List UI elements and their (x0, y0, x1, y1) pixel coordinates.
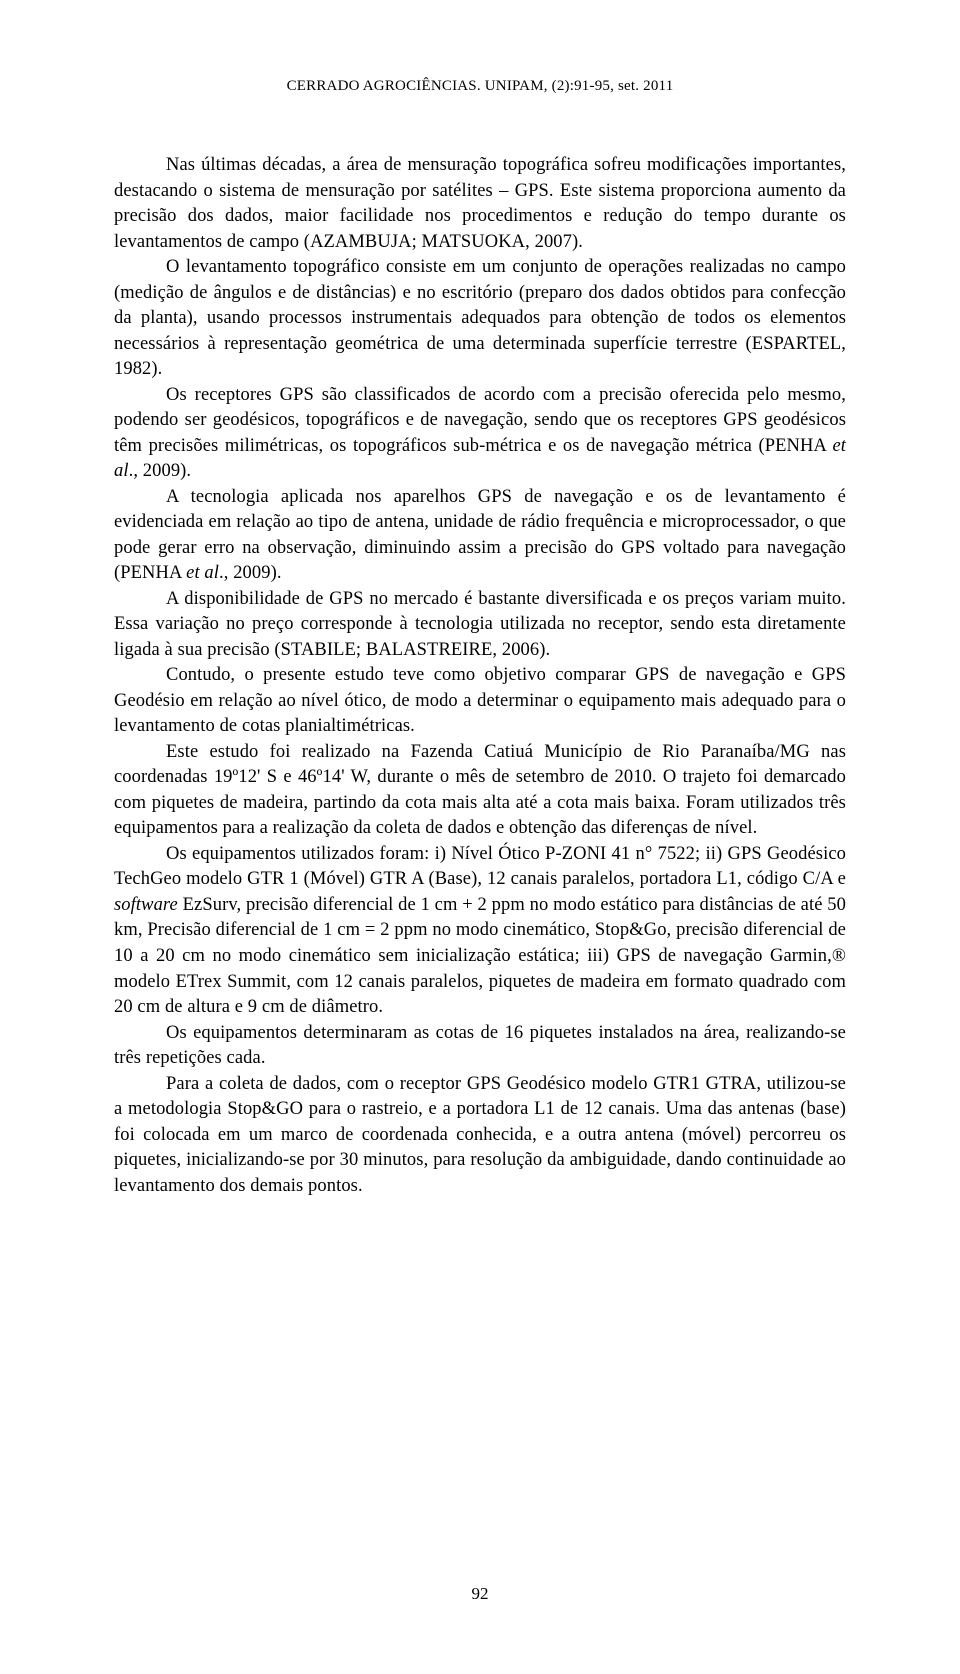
paragraph-4: A tecnologia aplicada nos aparelhos GPS … (114, 485, 846, 587)
paragraph-8: Os equipamentos utilizados foram: i) Nív… (114, 842, 846, 1021)
paragraph-3: Os receptores GPS são classificados de a… (114, 383, 846, 485)
italic-text: software (114, 895, 178, 915)
paragraph-5: A disponibilidade de GPS no mercado é ba… (114, 587, 846, 664)
paragraph-10: Para a coleta de dados, com o receptor G… (114, 1072, 846, 1200)
paragraph-7: Este estudo foi realizado na Fazenda Cat… (114, 740, 846, 842)
page-number: 92 (0, 1584, 960, 1604)
journal-header: CERRADO AGROCIÊNCIAS. UNIPAM, (2):91-95,… (114, 78, 846, 95)
italic-text: et al (186, 563, 219, 583)
paragraph-6: Contudo, o presente estudo teve como obj… (114, 663, 846, 740)
paragraph-9: Os equipamentos determinaram as cotas de… (114, 1021, 846, 1072)
paragraph-1: Nas últimas décadas, a área de mensuraçã… (114, 153, 846, 255)
paragraph-2: O levantamento topográfico consiste em u… (114, 255, 846, 383)
article-body: Nas últimas décadas, a área de mensuraçã… (114, 153, 846, 1199)
header-text: CERRADO AGROCIÊNCIAS. UNIPAM, (2):91-95,… (287, 78, 674, 94)
